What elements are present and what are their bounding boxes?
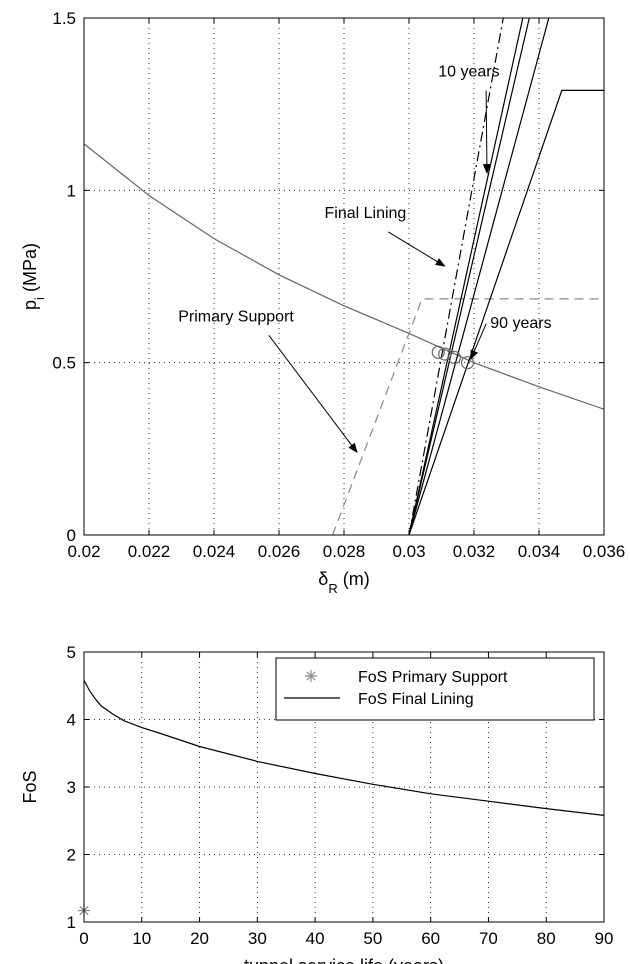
annotation-arrow <box>268 335 358 454</box>
y-axis-label-subscript: i <box>32 297 47 300</box>
y-tick-label: 3 <box>67 778 76 797</box>
x-axis-label: tunnel service life (years) <box>244 956 444 964</box>
series-line-4 <box>408 18 524 535</box>
series-line-7 <box>408 89 604 535</box>
x-tick-label: 0.024 <box>193 542 236 561</box>
y-tick-label: 0 <box>67 526 76 545</box>
annotation-arrow <box>470 323 487 361</box>
x-tick-label: 0.034 <box>518 542 561 561</box>
x-tick-label: 60 <box>421 929 440 948</box>
x-tick-label: 70 <box>479 929 498 948</box>
x-tick-label: 90 <box>595 929 614 948</box>
asterisk-stroke <box>306 671 316 681</box>
x-tick-label: 0.036 <box>583 542 626 561</box>
intersection-marker <box>447 350 462 365</box>
series-line-5 <box>408 18 530 535</box>
y-tick-label: 1 <box>67 913 76 932</box>
x-tick-label: 0.03 <box>392 542 425 561</box>
series-line-2 <box>84 680 604 816</box>
x-tick-label: 0.026 <box>258 542 301 561</box>
y-axis-label: FoS <box>20 770 40 803</box>
x-tick-label: 0.022 <box>128 542 171 561</box>
series-line-6 <box>408 18 550 535</box>
annotation-label: Primary Support <box>178 308 294 325</box>
x-tick-label: 20 <box>190 929 209 948</box>
x-tick-label: 0.02 <box>67 542 100 561</box>
series-line-1 <box>84 143 604 410</box>
annotation-arrow <box>388 231 446 267</box>
intersection-marker <box>460 356 475 370</box>
y-tick-label: 1.5 <box>52 9 76 28</box>
x-tick-label: 30 <box>248 929 267 948</box>
chart-panel-1: 0.02 0.022 0.024 0.026 0.028 0.03 0.032 0.034 0.… <box>20 9 625 596</box>
annotation-label: 10 years <box>438 64 499 81</box>
plot-area <box>84 18 604 535</box>
legend-swatch <box>305 670 317 682</box>
x-axis-label: δR (m) <box>318 569 369 596</box>
legend-label: FoS Final Lining <box>358 691 474 708</box>
y-axis-label: pi (MPa) <box>20 243 47 310</box>
y-tick-label: 2 <box>67 846 76 865</box>
legend-label: FoS Primary Support <box>358 669 508 686</box>
annotation-arrow <box>482 90 491 175</box>
y-tick-label: 0.5 <box>52 354 76 373</box>
x-axis-label-subscript: R <box>328 581 337 596</box>
x-tick-label: 0.028 <box>323 542 366 561</box>
intersection-marker <box>431 345 445 359</box>
x-tick-label: 10 <box>132 929 151 948</box>
x-tick-label: 40 <box>306 929 325 948</box>
y-tick-label: 5 <box>67 643 76 662</box>
legend-box <box>275 657 595 721</box>
x-tick-label: 50 <box>363 929 382 948</box>
annotation-label: Final Lining <box>325 205 407 222</box>
x-axis-label-unit: (m) <box>338 569 370 589</box>
chart-panel-2: 0 10 20 30 40 50 60 70 80 90 1 2 3 4 5 tunnel service l… <box>20 643 613 964</box>
axes-frame <box>83 17 605 536</box>
y-axis-label-unit: (MPa) <box>20 243 40 297</box>
y-tick-label: 4 <box>67 711 76 730</box>
y-tick-label: 1 <box>67 181 76 200</box>
annotation-label: 90 years <box>490 315 551 332</box>
legend: FoS Primary Support FoS Final Lining <box>275 657 595 721</box>
series-line-3 <box>408 18 504 535</box>
x-tick-label: 0 <box>79 929 88 948</box>
x-tick-label: 0.032 <box>453 542 496 561</box>
plot-area <box>84 680 604 816</box>
intersection-marker <box>438 347 452 361</box>
series-line-2 <box>332 298 604 535</box>
x-tick-label: 80 <box>537 929 556 948</box>
